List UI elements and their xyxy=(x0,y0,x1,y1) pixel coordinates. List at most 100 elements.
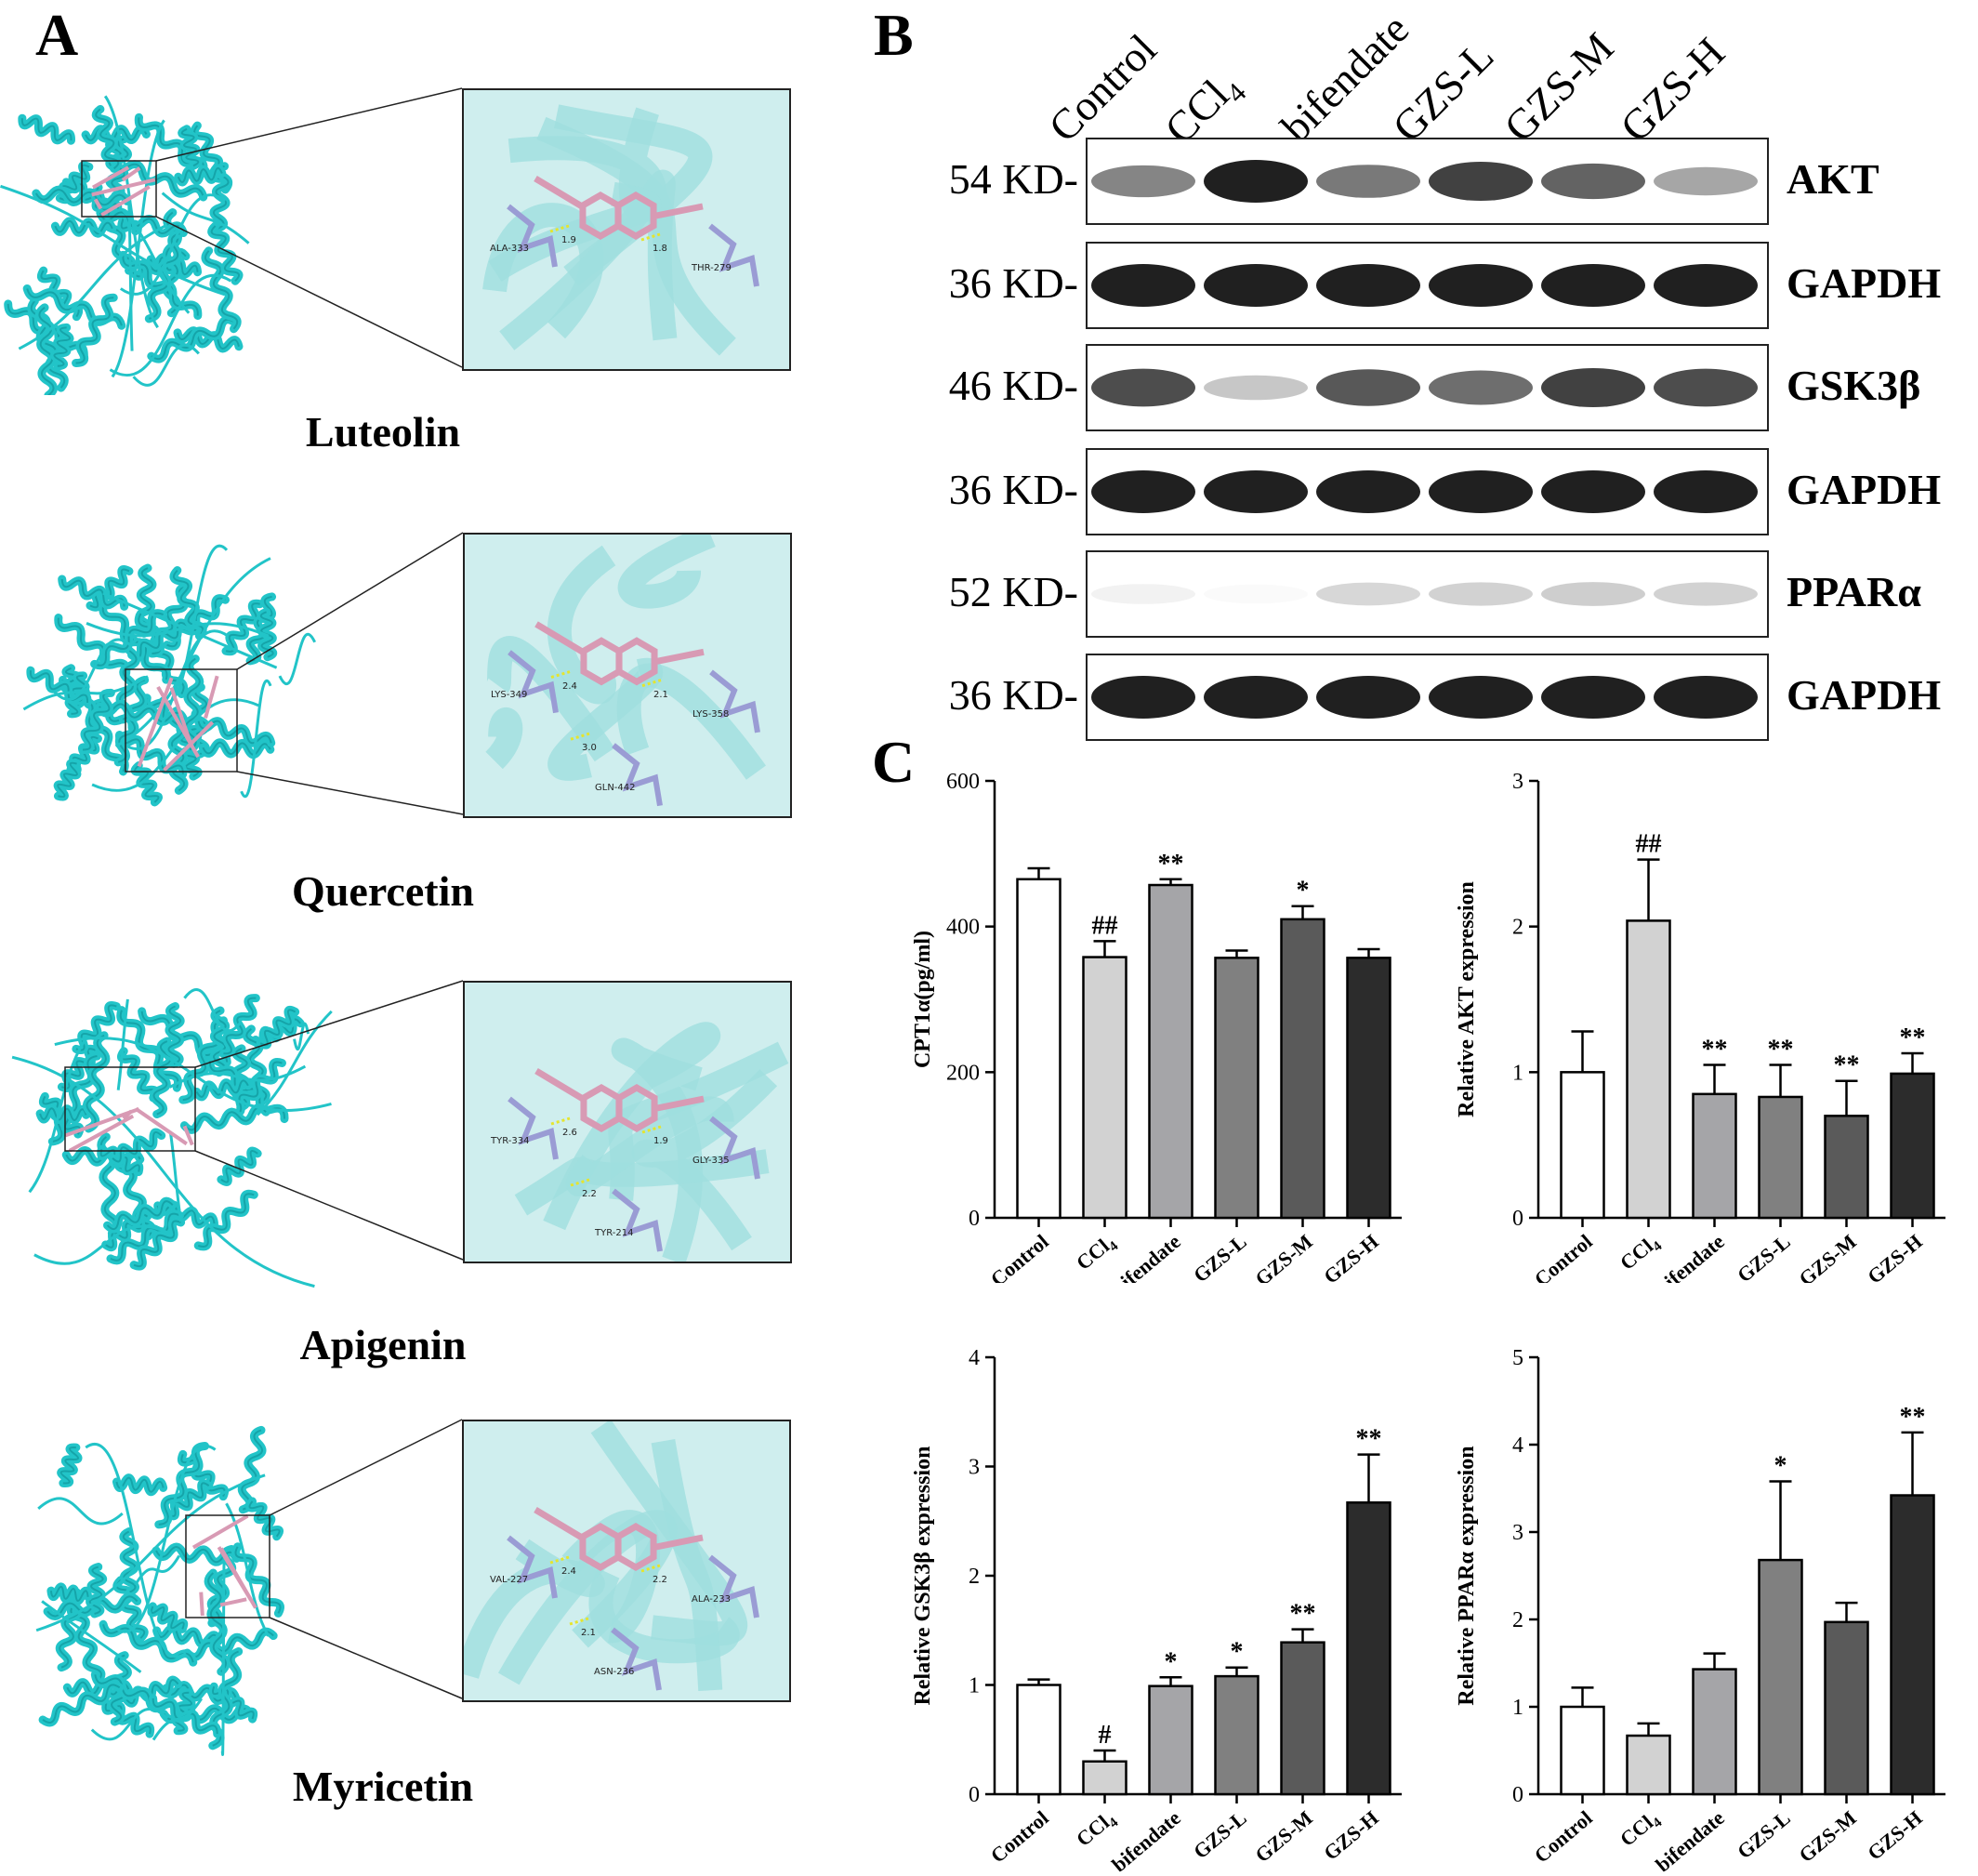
panel-b-label: B xyxy=(874,2,914,68)
protein-ribbon-structure xyxy=(0,95,250,395)
bar-chart: 0 200 400 600 CPT1α(pg/ml) Control ## CCl4 ** bif… xyxy=(911,770,1402,1283)
hbond-distance-label: 2.2 xyxy=(582,1189,597,1199)
hbond-distance-label: 2.1 xyxy=(581,1628,596,1638)
blot-strip xyxy=(1086,344,1769,431)
blot-bands xyxy=(1091,367,1758,408)
blot-band xyxy=(1091,676,1195,719)
protein-label: GAPDH xyxy=(1787,671,1942,719)
residue-label: TYR-214 xyxy=(595,1228,634,1238)
blot-band xyxy=(1091,368,1195,407)
blot-band xyxy=(1204,584,1308,604)
blot-bands xyxy=(1091,160,1758,203)
molecular-weight-label: 36 KD- xyxy=(948,259,1078,307)
blot-bands xyxy=(1091,582,1758,606)
significance-mark: * xyxy=(1774,1451,1787,1480)
blot-band xyxy=(1204,676,1308,719)
x-tick-label: CCl4 xyxy=(1615,1805,1666,1854)
x-tick-label: GZS-L xyxy=(1733,1806,1795,1864)
y-tick-label: 4 xyxy=(969,1346,980,1370)
bar xyxy=(1626,1734,1671,1796)
x-tick-label: GZS-L xyxy=(1189,1806,1251,1864)
significance-mark: ** xyxy=(1900,1024,1926,1052)
x-tick-label: GZS-M xyxy=(1250,1806,1316,1868)
molecule-name: Quercetin xyxy=(292,867,474,915)
blot-band xyxy=(1429,161,1533,202)
x-tick-label: CCl4 xyxy=(1072,1805,1122,1854)
x-tick-label: GZS-H xyxy=(1863,1230,1927,1283)
x-tick-label: CCl4 xyxy=(1072,1229,1122,1277)
blot-band xyxy=(1204,160,1308,203)
panel-a-label: A xyxy=(35,2,79,68)
protein-label: GAPDH xyxy=(1787,259,1942,307)
x-tick-label: bifendate xyxy=(1651,1806,1729,1873)
lane-label: GZS-M xyxy=(1495,23,1623,152)
hbond-distance-label: 1.9 xyxy=(653,1136,668,1146)
x-tick-label: GZS-H xyxy=(1319,1230,1383,1283)
panel-c-label: C xyxy=(872,729,916,795)
significance-mark: * xyxy=(1165,1647,1178,1676)
y-axis-label: Relative AKT expression xyxy=(1455,881,1479,1117)
x-tick-label: Control xyxy=(1530,1230,1597,1283)
x-tick-label: bifendate xyxy=(1651,1230,1729,1283)
blot-band xyxy=(1541,582,1645,606)
blot-bands xyxy=(1091,470,1758,513)
molecular-weight-label: 36 KD- xyxy=(948,466,1078,513)
x-tick-label: GZS-M xyxy=(1794,1230,1860,1283)
y-tick-label: 400 xyxy=(946,916,980,940)
molecular-weight-label: 46 KD- xyxy=(948,362,1078,409)
blot-bands xyxy=(1091,264,1758,307)
blot-band xyxy=(1429,470,1533,513)
x-tick-label: GZS-M xyxy=(1794,1806,1860,1868)
bar xyxy=(1280,918,1325,1220)
y-tick-label: 3 xyxy=(1512,1521,1523,1545)
blot-band xyxy=(1654,166,1758,196)
residue-label: ASN-236 xyxy=(594,1667,635,1677)
docking-zoom-view: TYR-334 GLY-335 TYR-214 2.6 1.9 2.2 xyxy=(463,981,792,1263)
residue-label: ALA-233 xyxy=(692,1594,731,1605)
y-tick-label: 5 xyxy=(1512,1346,1523,1370)
bar xyxy=(1016,1684,1062,1796)
hbond-distance-label: 1.9 xyxy=(561,235,576,245)
blot-band xyxy=(1204,375,1308,401)
bar xyxy=(1692,1092,1737,1220)
y-tick-label: 1 xyxy=(1512,1061,1523,1085)
significance-mark: ** xyxy=(1900,1403,1926,1432)
blot-band xyxy=(1316,582,1420,606)
blot-band xyxy=(1204,470,1308,513)
docking-zoom-view: ALA-333 THR-279 1.9 1.8 xyxy=(462,88,791,371)
docking-detail-graphic xyxy=(464,1421,759,1692)
bar xyxy=(1346,957,1391,1220)
x-tick-label: GZS-L xyxy=(1733,1230,1795,1283)
y-axis-label: Relative PPARα expression xyxy=(1455,1446,1479,1705)
y-tick-label: 3 xyxy=(1512,770,1523,794)
blot-band xyxy=(1541,163,1645,200)
bar xyxy=(1890,1072,1935,1220)
blot-strip xyxy=(1086,654,1769,741)
blot-band xyxy=(1316,676,1420,719)
blot-band xyxy=(1541,367,1645,408)
y-tick-label: 600 xyxy=(946,770,980,794)
significance-mark: ** xyxy=(1158,850,1184,879)
residue-label: THR-279 xyxy=(692,263,732,273)
blot-band xyxy=(1541,470,1645,513)
blot-band xyxy=(1541,676,1645,719)
bar-chart: 0 1 2 3 Relative AKT expression Control ## CCl4… xyxy=(1455,770,1945,1283)
y-tick-label: 200 xyxy=(946,1061,980,1085)
y-tick-label: 0 xyxy=(1512,1207,1523,1231)
bar xyxy=(1758,1558,1803,1796)
bar xyxy=(1626,919,1671,1220)
significance-mark: * xyxy=(1231,1638,1244,1667)
hbond-distance-label: 2.4 xyxy=(561,1566,576,1577)
bar xyxy=(1890,1494,1935,1796)
lane-label: GZS-H xyxy=(1611,28,1734,152)
residue-label: GLY-335 xyxy=(692,1156,730,1166)
x-tick-label: GZS-M xyxy=(1250,1230,1316,1283)
significance-mark: * xyxy=(1297,877,1310,905)
blot-band xyxy=(1091,470,1195,513)
residue-label: ALA-333 xyxy=(490,244,529,254)
significance-mark: # xyxy=(1099,1721,1112,1750)
blot-band xyxy=(1429,370,1533,405)
blot-band xyxy=(1429,264,1533,307)
y-tick-label: 4 xyxy=(1512,1433,1523,1458)
residue-label: VAL-227 xyxy=(490,1575,529,1585)
